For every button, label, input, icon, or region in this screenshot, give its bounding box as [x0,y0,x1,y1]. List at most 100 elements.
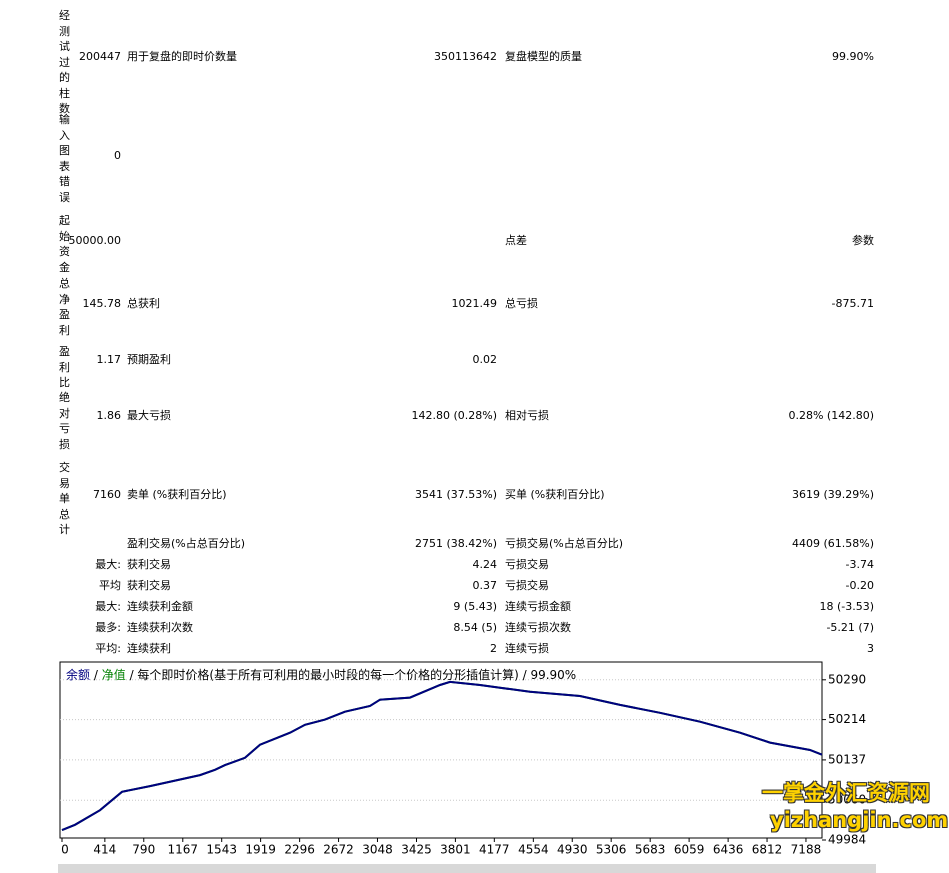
field-value: 4409 (61.58%) [791,537,874,550]
field-label: 连续获利次数 [127,621,193,634]
field-label: 连续获利 [127,642,171,655]
field-value: 1021.49 [451,297,498,310]
row-label: 起始资金 [59,214,70,274]
row-value: 145.78 [82,297,122,310]
x-tick-label: 2296 [284,843,315,857]
field-value: 4.24 [472,558,498,571]
field-label: 最大亏损 [127,409,171,422]
field-label: 总获利 [127,297,160,310]
row-label: 输入图表错误 [59,113,70,204]
y-tick-label: 50137 [828,752,866,766]
x-tick-label: 5306 [596,843,627,857]
x-tick-label: 414 [93,843,116,857]
x-tick-label: 2672 [323,843,354,857]
x-tick-label: 5683 [635,843,666,857]
field-value: -875.71 [831,297,874,310]
row-prefix: 平均: [95,642,121,655]
field-value: 2 [490,642,497,655]
row-value: 7160 [93,488,121,501]
x-tick-label: 4177 [479,843,510,857]
chart-title-text: / 每个即时价格(基于所有可利用的最小时段的每一个价格的分形插值计算) / 99… [130,667,577,682]
watermark-url: yizhangjin.com [770,808,949,832]
y-tick-label: 50290 [828,672,866,686]
field-value: 0.37 [472,579,498,592]
x-tick-label: 7188 [791,843,822,857]
field-value: 0.28% (142.80) [788,409,874,422]
field-value: 2751 (38.42%) [414,537,497,550]
field-value: -3.74 [845,558,874,571]
x-tick-label: 3048 [362,843,393,857]
table-header-strip [0,862,949,873]
table-header [58,864,876,873]
field-label: 亏损交易(%占总百分比) [505,537,624,550]
field-value: 8.54 (5) [453,621,497,634]
field-label: 相对亏损 [505,409,549,422]
field-value: 350113642 [434,50,497,63]
field-value: 3541 (37.53%) [414,488,497,501]
field-label: 获利交易 [127,579,171,592]
row-value: 50000.00 [68,234,122,247]
field-value: 参数 [852,234,874,247]
field-label: 点差 [505,234,527,247]
row-value: 1.17 [96,353,122,366]
field-value: 142.80 (0.28%) [411,409,497,422]
field-value: 0.02 [472,353,498,366]
series-line [61,680,823,832]
x-tick-label: 4930 [557,843,588,857]
row-value: 1.86 [96,409,122,422]
field-label: 预期盈利 [127,353,171,366]
row-label: 经测试过的柱数 [59,9,70,115]
plot-frame [59,661,823,839]
x-tick-label: 3425 [401,843,432,857]
watermark-name: 一掌金外汇资源网 [762,781,930,805]
row-prefix: 最大: [95,558,121,571]
x-tick-label: 0 [61,843,69,857]
series-line [61,680,823,832]
field-value: 3 [867,642,874,655]
field-value: 9 (5.43) [453,600,497,613]
field-value: -0.20 [845,579,874,592]
legend-entry: 余额 [66,667,90,682]
field-label: 总亏损 [505,297,538,310]
field-label: 连续亏损 [505,642,549,655]
y-tick-label: 50214 [828,712,866,726]
x-tick-label: 1167 [168,843,199,857]
chart-title: 余额 / 净值 / 每个即时价格(基于所有可利用的最小时段的每一个价格的分形插值… [66,667,576,682]
field-label: 连续亏损次数 [505,621,571,634]
field-label: 卖单 (%获利百分比) [127,488,227,501]
x-tick-label: 6812 [752,843,783,857]
field-label: 连续亏损金额 [505,600,571,613]
field-label: 复盘模型的质量 [505,50,582,63]
x-tick-label: 4554 [518,843,549,857]
field-value: -5.21 (7) [826,621,874,634]
x-tick-label: 6436 [713,843,744,857]
row-prefix: 最多: [95,621,121,634]
field-value: 99.90% [832,50,874,63]
field-label: 盈利交易(%占总百分比) [127,537,246,550]
row-value: 200447 [79,50,121,63]
row-label: 盈利比 [59,345,70,389]
row-prefix: 最大: [95,600,121,613]
row-prefix: 平均 [99,579,121,592]
x-tick-label: 1543 [206,843,237,857]
field-label: 连续获利金额 [127,600,193,613]
legend-entry: 净值 [102,667,126,682]
x-tick-label: 790 [132,843,155,857]
y-tick-label: 49984 [828,833,866,847]
field-label: 亏损交易 [505,558,549,571]
field-label: 用于复盘的即时价数量 [127,50,237,63]
row-label: 总净盈利 [59,277,70,337]
legend-separator: / [94,668,99,682]
x-tick-label: 3801 [440,843,471,857]
field-value: 18 (-3.53) [819,600,874,613]
row-label: 绝对亏损 [59,391,70,451]
field-label: 买单 (%获利百分比) [505,488,605,501]
x-tick-label: 6059 [674,843,705,857]
row-value: 0 [114,149,121,162]
x-tick-label: 1919 [245,843,276,857]
row-label: 交易单总计 [59,461,70,536]
field-label: 获利交易 [127,558,171,571]
field-value: 3619 (39.29%) [791,488,874,501]
